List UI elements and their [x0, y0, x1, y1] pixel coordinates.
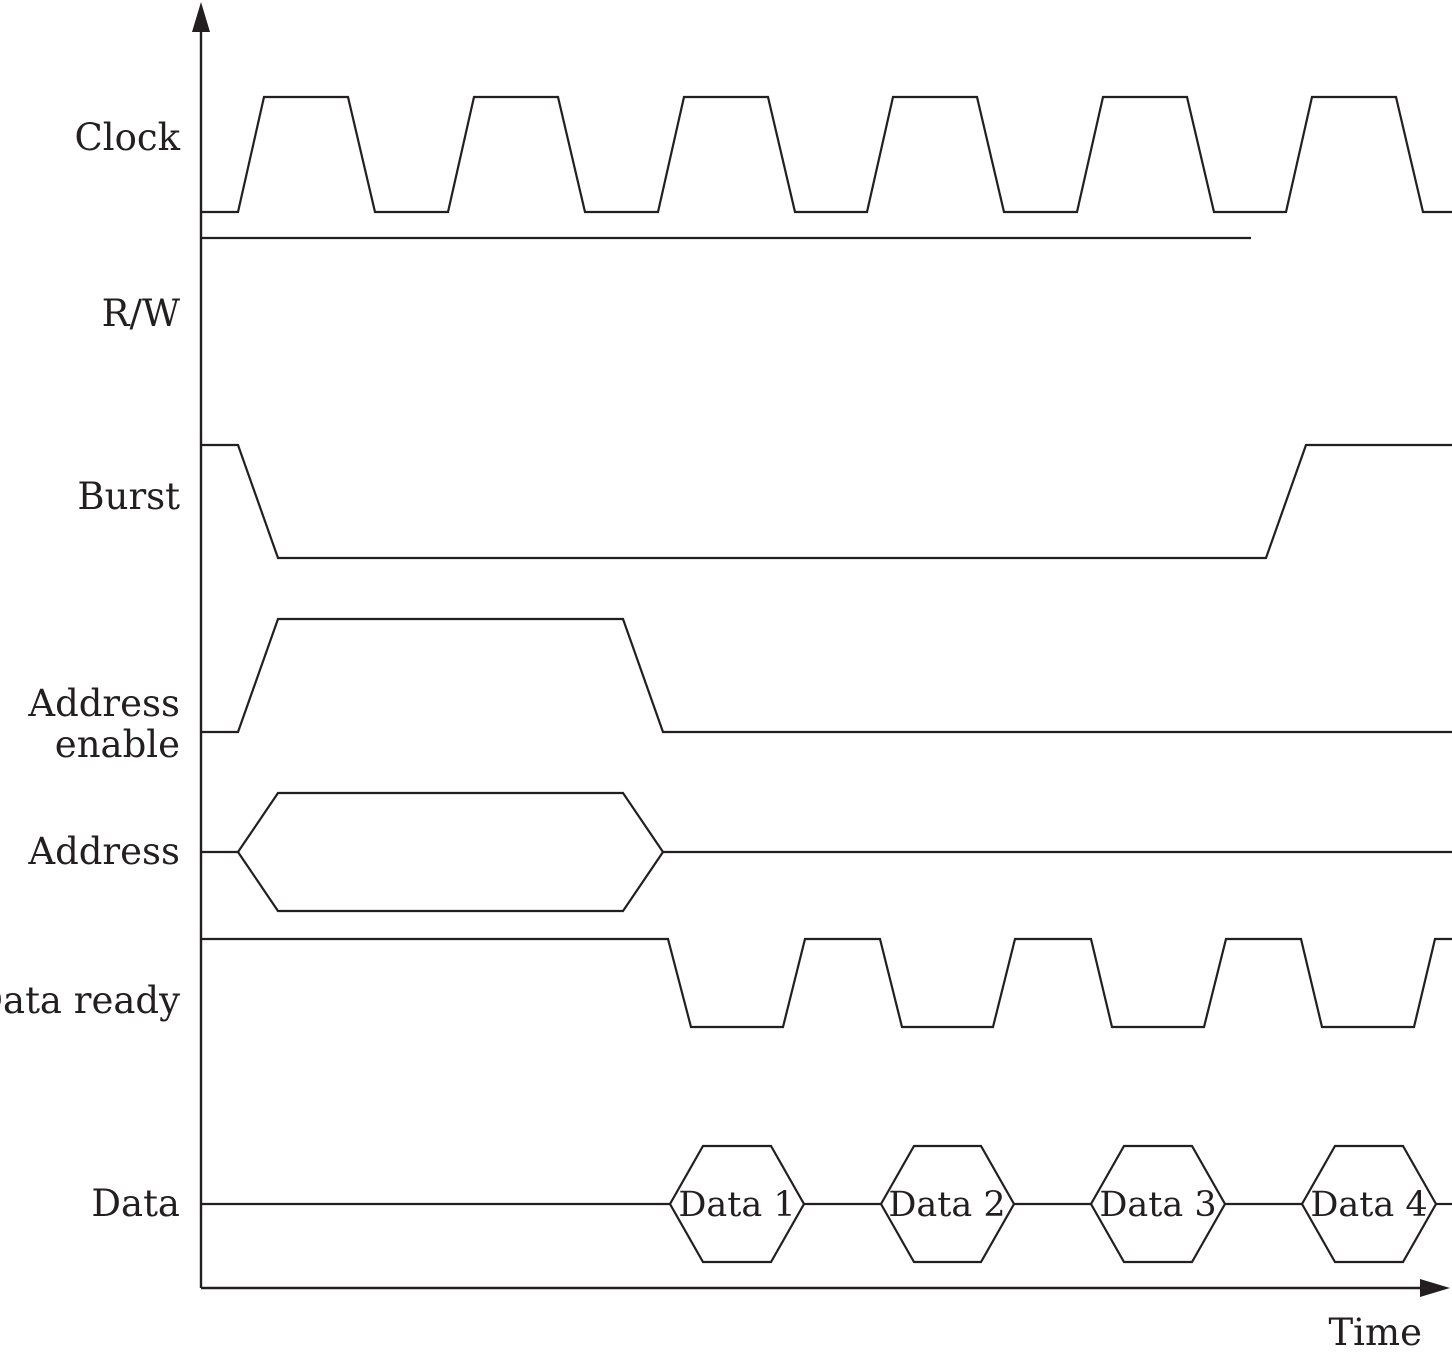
label-address-enable-line1: Address — [27, 682, 180, 725]
address-enable-waveform — [201, 617, 1452, 734]
label-clock: Clock — [74, 116, 180, 159]
data-word-4-label: Data 4 — [1310, 1185, 1427, 1225]
label-address: Address — [27, 830, 180, 873]
data-word-2-label: Data 2 — [888, 1185, 1005, 1225]
label-rw: R/W — [102, 292, 180, 335]
data-word-1-label: Data 1 — [678, 1185, 795, 1225]
address-bus-valid — [236, 791, 665, 913]
x-axis-arrow-icon — [1420, 1279, 1450, 1297]
label-data: Data — [91, 1182, 180, 1225]
label-burst: Burst — [77, 475, 180, 518]
burst-waveform — [201, 443, 1452, 560]
x-axis-label: Time — [1329, 1311, 1423, 1354]
y-axis-arrow-icon — [192, 2, 210, 32]
label-data-ready: Data ready — [0, 979, 180, 1022]
data-word-3-label: Data 3 — [1099, 1185, 1216, 1225]
data-ready-waveform — [201, 937, 1452, 1029]
clock-waveform — [201, 95, 1452, 214]
label-address-enable-line2: enable — [55, 723, 180, 766]
